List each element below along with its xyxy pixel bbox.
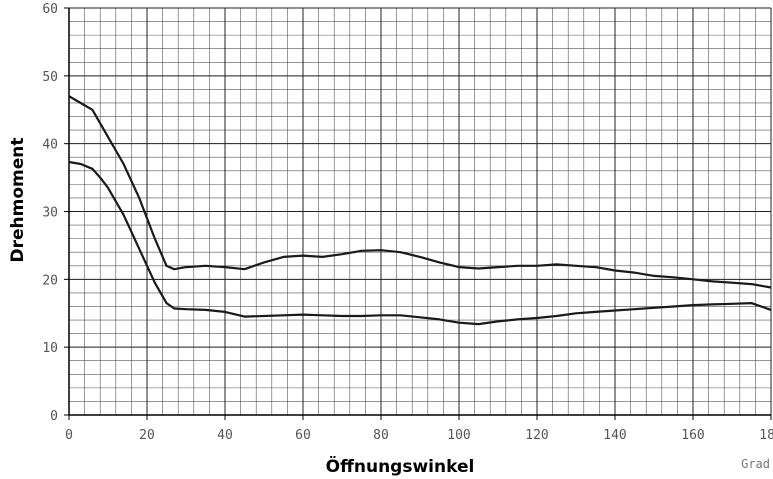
y-axis-label: Drehmoment	[8, 138, 28, 263]
y-tick-label: 10	[42, 341, 58, 356]
x-tick-label: 120	[525, 428, 548, 443]
y-tick-label: 0	[50, 409, 58, 424]
x-tick-label: 180	[759, 428, 773, 443]
x-tick-label: 80	[373, 428, 389, 443]
series-line-2	[68, 160, 772, 326]
x-axis-label: Öffnungswinkel	[326, 455, 475, 477]
x-tick-label: 160	[681, 428, 704, 443]
series-layer	[68, 95, 772, 326]
x-tick-label: 0	[65, 428, 73, 443]
x-tick-label: 20	[139, 428, 155, 443]
tick-labels: 0 20 40 60 80 100 120 140 160 180 0 10 20 30 40 50 60	[42, 2, 773, 443]
y-tick-label: 20	[42, 273, 58, 288]
x-tick-label: 140	[603, 428, 626, 443]
x-unit-label: Grad	[741, 457, 770, 471]
x-tick-label: 40	[217, 428, 233, 443]
y-tick-label: 40	[42, 138, 58, 153]
y-tick-label: 30	[42, 206, 58, 221]
x-tick-label: 60	[295, 428, 311, 443]
x-tick-label: 100	[447, 428, 470, 443]
major-grid	[68, 7, 772, 416]
series-line-1	[68, 95, 772, 289]
y-tick-label: 50	[42, 70, 58, 85]
y-tick-label: 60	[42, 2, 58, 17]
